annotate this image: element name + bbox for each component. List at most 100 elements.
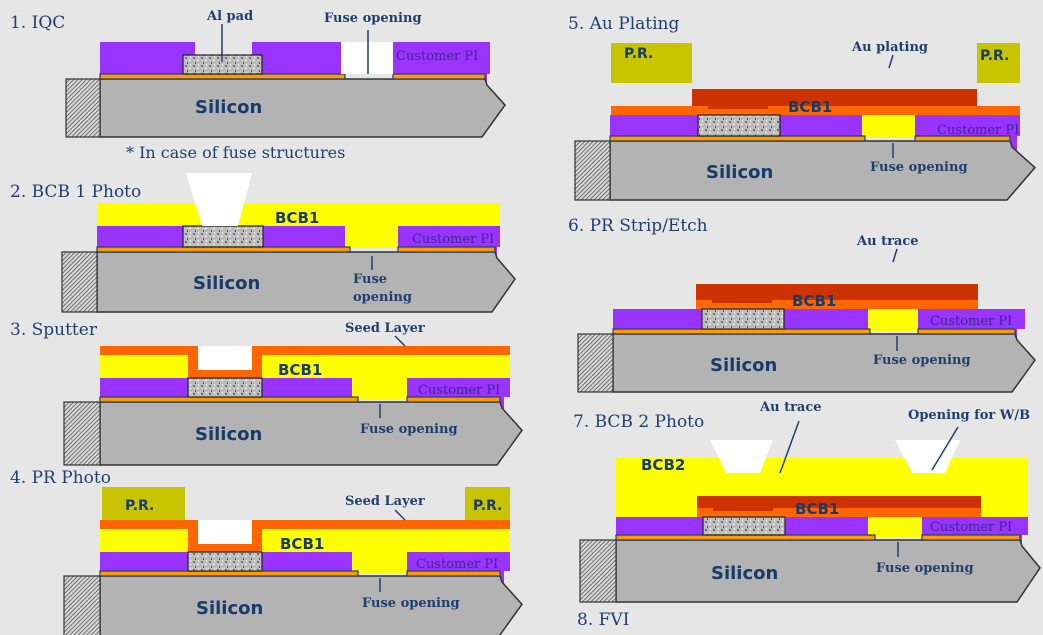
label-bcb1: BCB1 bbox=[280, 535, 324, 553]
label-fuse-opening: Fuse opening bbox=[873, 353, 971, 368]
leader-opening-wb bbox=[931, 426, 959, 471]
label-fuse-opening: Fuse opening bbox=[362, 596, 460, 611]
step-title: 5. Au Plating bbox=[568, 14, 679, 34]
customer-pi-layer bbox=[262, 378, 352, 397]
au-layer bbox=[697, 496, 981, 511]
label-fuse-opening: Fuse opening bbox=[360, 422, 458, 437]
customer-pi-layer bbox=[613, 309, 702, 329]
label-bcb2: BCB2 bbox=[641, 456, 685, 474]
al-pad bbox=[701, 308, 785, 330]
metal-line bbox=[609, 135, 866, 142]
label-customer-pi: Customer PI bbox=[396, 49, 478, 64]
exposure-light bbox=[186, 173, 252, 226]
customer-pi-layer bbox=[410, 378, 510, 397]
leader-seed-layer bbox=[394, 509, 406, 521]
customer-pi-layer bbox=[785, 517, 868, 535]
bcb1-fuse-fill bbox=[352, 552, 410, 574]
pad-opening bbox=[198, 346, 252, 370]
customer-pi-layer bbox=[410, 552, 510, 571]
label-seed-layer: Seed Layer bbox=[345, 321, 425, 336]
al-pad bbox=[187, 377, 263, 398]
al-pad bbox=[697, 114, 781, 137]
metal-line bbox=[917, 328, 1016, 335]
photoresist-right bbox=[465, 487, 510, 520]
customer-pi-layer bbox=[402, 226, 500, 247]
wire-bond-opening bbox=[895, 440, 960, 473]
label-pr-right: P.R. bbox=[980, 48, 1009, 64]
customer-pi-layer bbox=[100, 42, 195, 74]
customer-pi-layer bbox=[262, 552, 352, 571]
hatched-edge bbox=[63, 575, 101, 635]
bcb1-fuse-fill bbox=[868, 517, 925, 537]
bcb1-fuse-fill bbox=[352, 378, 410, 400]
label-silicon: Silicon bbox=[710, 355, 777, 376]
photoresist-right bbox=[977, 43, 1020, 83]
au-layer bbox=[696, 284, 978, 303]
metal-line bbox=[612, 328, 871, 335]
label-silicon: Silicon bbox=[706, 162, 773, 183]
label-bcb1: BCB1 bbox=[278, 361, 322, 379]
al-pad bbox=[187, 551, 263, 572]
customer-pi-layer bbox=[393, 42, 490, 74]
label-fuse-opening: Fuse opening bbox=[870, 160, 968, 175]
silicon-substrate bbox=[609, 140, 1037, 201]
label-customer-pi: Customer PI bbox=[937, 123, 1019, 138]
bcb1-fuse-fill bbox=[868, 309, 925, 331]
bcb1-fuse-fill bbox=[345, 226, 400, 248]
wire-bond-opening bbox=[710, 440, 773, 473]
label-bcb1: BCB1 bbox=[795, 500, 839, 518]
label-customer-pi: Customer PI bbox=[930, 520, 1012, 535]
label-silicon: Silicon bbox=[711, 563, 778, 584]
customer-pi-layer bbox=[780, 115, 862, 136]
metal-line bbox=[406, 570, 501, 577]
fuse-note: * In case of fuse structures bbox=[126, 143, 345, 162]
bcb1-layer bbox=[100, 355, 510, 380]
step-title: 8. FVI bbox=[577, 610, 629, 630]
fuse-opening bbox=[341, 42, 393, 74]
label-fuse: Fuse bbox=[353, 272, 387, 287]
step-title: 2. BCB 1 Photo bbox=[10, 182, 141, 202]
label-bcb1: BCB1 bbox=[792, 292, 836, 310]
silicon-substrate bbox=[615, 539, 1041, 603]
metal-line bbox=[397, 246, 496, 253]
hatched-edge bbox=[63, 401, 101, 466]
leader-au-trace bbox=[892, 248, 898, 263]
silicon-substrate bbox=[96, 251, 516, 313]
metal-line bbox=[615, 534, 876, 541]
customer-pi-layer bbox=[925, 309, 1025, 329]
label-pr-right: P.R. bbox=[473, 498, 502, 514]
label-pr-left: P.R. bbox=[624, 46, 653, 62]
hatched-edge bbox=[65, 78, 101, 138]
label-au-plating: Au plating bbox=[851, 40, 928, 55]
label-customer-pi: Customer PI bbox=[416, 557, 498, 572]
customer-pi-layer bbox=[610, 115, 698, 136]
label-fuse-opening: Fuse opening bbox=[324, 11, 422, 26]
step-title: 6. PR Strip/Etch bbox=[568, 216, 708, 236]
hatched-edge bbox=[61, 251, 98, 313]
label-bcb1: BCB1 bbox=[788, 98, 832, 116]
hatched-edge bbox=[577, 333, 614, 393]
bcb1-layer bbox=[100, 529, 510, 554]
step-title: 3. Sputter bbox=[10, 320, 98, 340]
hatched-edge bbox=[574, 140, 611, 201]
label-customer-pi: Customer PI bbox=[930, 314, 1012, 329]
label-opening: opening bbox=[353, 290, 412, 305]
label-seed-layer: Seed Layer bbox=[345, 494, 425, 509]
label-fuse-opening: Fuse opening bbox=[876, 561, 974, 576]
metal-line bbox=[406, 396, 501, 403]
label-customer-pi: Customer PI bbox=[418, 383, 500, 398]
step-title: 4. PR Photo bbox=[10, 468, 111, 488]
label-bcb1: BCB1 bbox=[275, 209, 319, 227]
metal-line bbox=[921, 534, 1021, 541]
label-opening-wb: Opening for W/B bbox=[908, 408, 1030, 423]
label-customer-pi: Customer PI bbox=[412, 232, 494, 247]
metal-line bbox=[99, 73, 346, 80]
customer-pi-layer bbox=[784, 309, 868, 329]
metal-line bbox=[914, 135, 1011, 142]
metal-line bbox=[99, 396, 359, 403]
silicon-substrate bbox=[612, 333, 1036, 393]
label-au-trace: Au trace bbox=[856, 234, 919, 249]
leader-seed-layer bbox=[394, 335, 406, 347]
leader-au-plating bbox=[888, 54, 894, 69]
